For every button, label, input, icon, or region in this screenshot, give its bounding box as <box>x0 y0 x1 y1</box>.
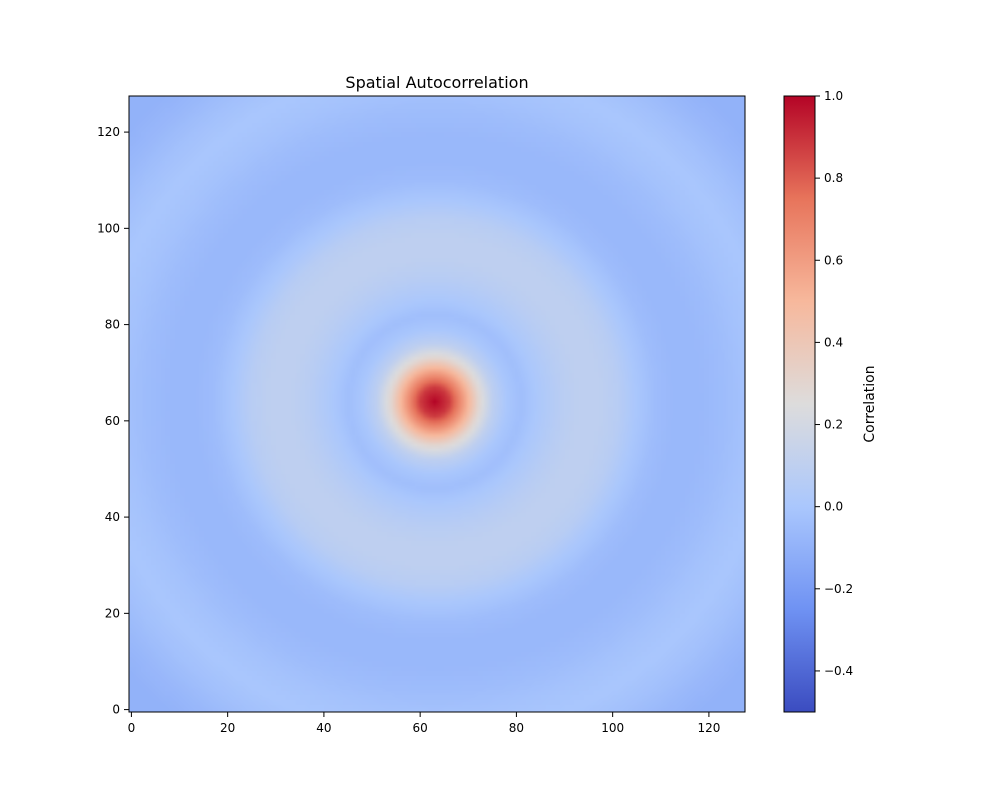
y-tick-label-0: 0 <box>112 703 120 717</box>
colorbar-tick-label-6: 0.8 <box>824 171 843 185</box>
x-tick-label-6: 120 <box>697 721 720 735</box>
colorbar-tick-label-0: −0.4 <box>824 664 853 678</box>
y-tick-label-2: 40 <box>105 510 120 524</box>
x-tick-label-3: 60 <box>413 721 428 735</box>
colorbar: −0.4 −0.2 0.0 0.2 0.4 0.6 0.8 1.0 Correlation <box>783 89 878 713</box>
x-axis: 0 20 40 60 80 100 120 <box>128 712 720 735</box>
x-tick-label-1: 20 <box>220 721 235 735</box>
colorbar-tick-label-4: 0.4 <box>824 335 843 349</box>
plot-area <box>128 95 746 713</box>
colorbar-tick-label-7: 1.0 <box>824 89 843 103</box>
y-axis: 0 20 40 60 80 100 120 <box>97 125 129 717</box>
y-tick-label-6: 120 <box>97 125 120 139</box>
colorbar-tick-label-1: −0.2 <box>824 582 853 596</box>
colorbar-ticks: −0.4 −0.2 0.0 0.2 0.4 0.6 0.8 1.0 <box>815 89 853 678</box>
colorbar-label: Correlation <box>862 365 878 442</box>
colorbar-tick-label-5: 0.6 <box>824 253 843 267</box>
x-tick-label-2: 40 <box>316 721 331 735</box>
y-tick-label-5: 100 <box>97 221 120 235</box>
y-tick-label-3: 60 <box>105 414 120 428</box>
x-tick-label-5: 100 <box>601 721 624 735</box>
y-tick-label-1: 20 <box>105 606 120 620</box>
colorbar-frame <box>783 95 816 713</box>
colorbar-tick-label-3: 0.2 <box>824 418 843 432</box>
colorbar-gradient <box>784 96 815 712</box>
chart-title: Spatial Autocorrelation <box>345 73 528 92</box>
plot-frame <box>128 95 746 713</box>
x-tick-label-0: 0 <box>128 721 136 735</box>
heatmap-image <box>129 96 745 712</box>
colorbar-tick-label-2: 0.0 <box>824 500 843 514</box>
y-tick-label-4: 80 <box>105 318 120 332</box>
x-tick-label-4: 80 <box>509 721 524 735</box>
